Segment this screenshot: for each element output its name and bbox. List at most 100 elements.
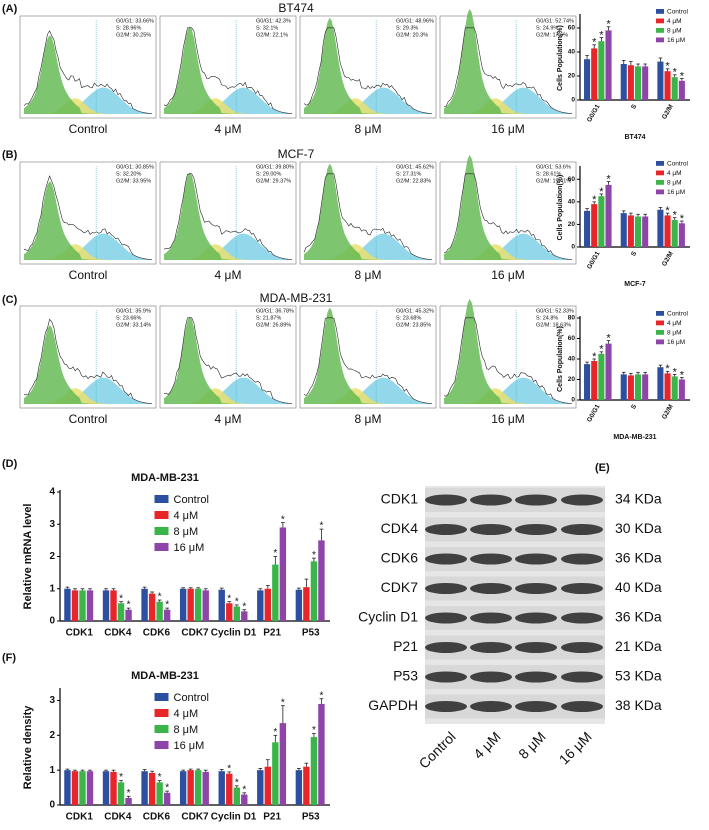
y-axis-label: Relative density (22, 705, 34, 790)
legend-swatch (154, 495, 169, 503)
bar (657, 209, 664, 247)
blot-band (425, 642, 467, 653)
phase-stat: G0/G1: 52.74% (536, 18, 574, 24)
bar (635, 66, 642, 100)
phase-stat: G0/G1: 35.9% (116, 308, 151, 314)
x-tick-label: CDK7 (181, 812, 209, 823)
bar (635, 374, 642, 400)
y-tick-label: 0 (49, 616, 55, 627)
bar (620, 64, 627, 100)
legend-label: Control (174, 692, 209, 704)
significance-mark: * (680, 213, 685, 225)
bar (310, 737, 318, 805)
legend-swatch (656, 320, 664, 326)
histogram-s (444, 244, 572, 260)
histogram-g1 (164, 316, 292, 404)
legend-label: 16 μM (174, 542, 205, 554)
x-tick-label: S (630, 403, 639, 411)
error-bar (219, 769, 224, 772)
y-tick-label: 0 (571, 397, 575, 404)
error-bar (636, 63, 640, 67)
error-bar (273, 734, 278, 743)
blot-band (561, 671, 603, 683)
blot-band (470, 494, 512, 506)
condition-label: 4 μM (215, 122, 242, 136)
bar (605, 343, 612, 400)
legend-swatch (656, 189, 664, 195)
error-bar (196, 768, 201, 771)
bar (195, 588, 202, 621)
bar (110, 590, 117, 621)
bar (156, 782, 163, 805)
bar (318, 540, 325, 621)
error-bar (65, 768, 70, 771)
error-bar (203, 769, 208, 772)
bar (657, 61, 664, 100)
bar (664, 71, 671, 100)
bar (598, 196, 605, 247)
significance-mark: * (673, 67, 678, 79)
y-tick-label: 80 (568, 315, 576, 322)
blot-band (561, 553, 603, 565)
error-bar (296, 587, 301, 590)
chart-title: MDA-MB-231 (131, 670, 199, 682)
condition-label: 16 μM (491, 122, 525, 136)
blot-band (561, 642, 603, 653)
error-bar (157, 599, 162, 602)
bar (279, 527, 287, 621)
bar (102, 590, 110, 621)
error-bar (80, 769, 85, 772)
error-bar (636, 371, 640, 375)
blot-band (425, 671, 467, 683)
blot-band (425, 524, 467, 535)
error-bar (606, 181, 611, 185)
bar (71, 771, 79, 805)
lane-label: Control (416, 728, 459, 771)
bar (627, 375, 634, 400)
legend-label: 4 μM (174, 510, 199, 522)
error-bar (672, 217, 677, 220)
error-bar (280, 522, 285, 528)
error-bar (126, 795, 131, 799)
error-bar (599, 351, 604, 354)
error-bar (73, 588, 77, 591)
histogram-g1 (304, 163, 432, 260)
phase-stat: G2/M: 23.85% (396, 322, 431, 328)
x-tick-label: CDK6 (143, 628, 171, 639)
bar (187, 588, 194, 621)
error-bar (111, 769, 116, 772)
panel-label: (E) (595, 462, 610, 474)
significance-mark: * (592, 37, 597, 49)
x-tick-label: CDK4 (104, 628, 132, 639)
bar (148, 593, 156, 621)
histogram-s (24, 244, 152, 260)
x-tick-label: P53 (302, 812, 320, 823)
histogram-s2m (304, 87, 432, 114)
histogram-s2m (164, 377, 292, 404)
y-tick-label: 1 (49, 765, 55, 776)
legend-swatch (656, 28, 664, 33)
bar (295, 589, 303, 621)
phase-stat: S: 28.61% (536, 171, 561, 177)
phase-stat: S: 23.68% (396, 315, 421, 321)
error-bar (665, 68, 670, 72)
significance-mark: * (227, 764, 231, 775)
x-tick-label: G0/G1 (586, 103, 602, 123)
x-tick-label: CDK7 (181, 628, 209, 639)
blot-band (470, 612, 512, 624)
significance-mark: * (281, 514, 285, 525)
error-bar (658, 57, 663, 62)
size-label: 36 KDa (615, 609, 662, 625)
significance-mark: * (312, 725, 316, 736)
x-tick-label: S (630, 250, 639, 258)
error-bar (643, 371, 647, 375)
histogram-s2m (444, 87, 572, 114)
cell-line-title: MDA-MB-231 (260, 291, 333, 305)
bar (110, 771, 117, 805)
x-tick-label: Cyclin D1 (211, 812, 257, 823)
error-bar (258, 588, 263, 591)
blot-band (470, 642, 512, 653)
bar (79, 590, 86, 621)
bar (125, 798, 132, 805)
